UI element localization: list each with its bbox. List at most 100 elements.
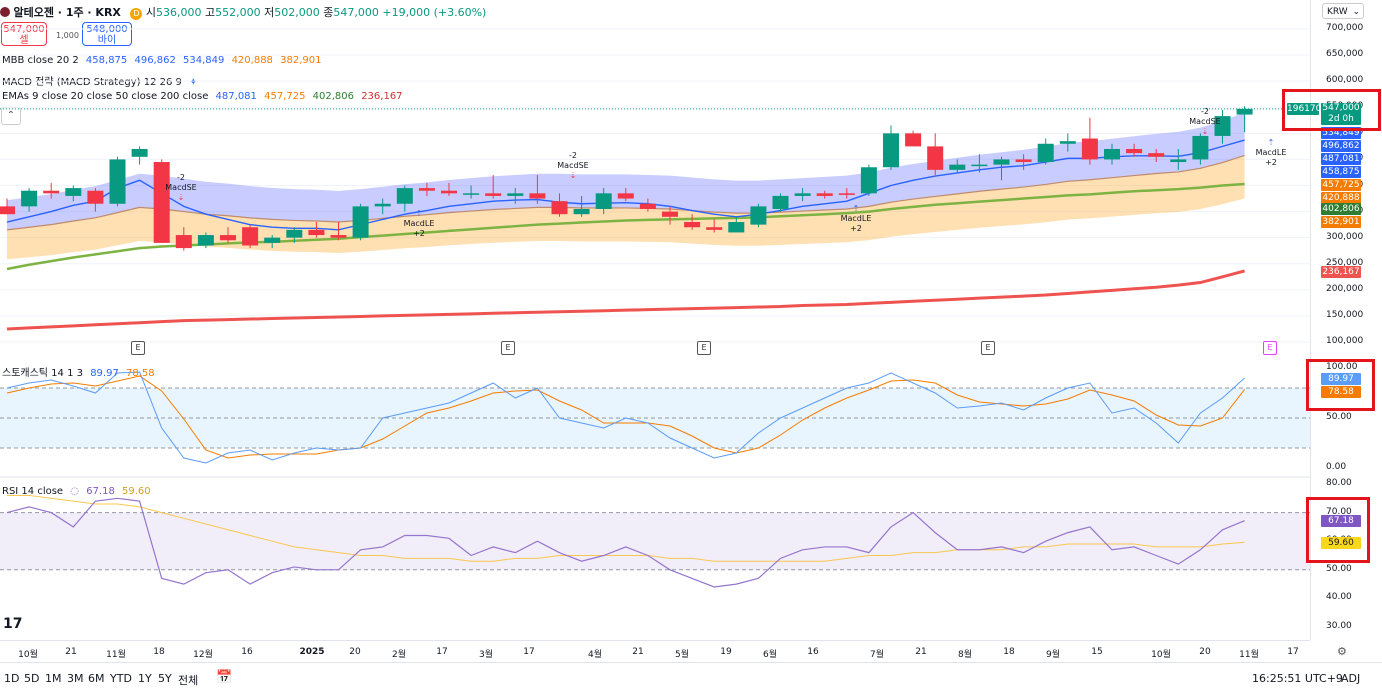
range-button[interactable]: 5Y xyxy=(158,672,172,685)
candle-body xyxy=(286,229,303,238)
bottom-toolbar: 1D 5D 1M 3M 6M YTD 1Y 5Y 전체 📅 16:25:51 UTC+9 ADJ xyxy=(0,662,1382,694)
arrow-down-icon: ⇣ xyxy=(1201,127,1209,136)
earnings-badge[interactable]: E xyxy=(697,341,711,355)
bb-v5: 382,901 xyxy=(280,55,322,66)
open-label: 시 xyxy=(145,6,157,19)
signal-label: MacdSE xyxy=(1189,117,1221,126)
rsi-chart[interactable] xyxy=(0,480,1310,640)
ema-v4: 236,167 xyxy=(361,91,403,102)
earnings-badge[interactable]: E xyxy=(981,341,995,355)
signal-num: -2 xyxy=(1201,107,1209,116)
rsi-pane[interactable]: RSI 14 close ◌ 67.18 59.60 xyxy=(0,480,1310,640)
earnings-badge[interactable]: E xyxy=(501,341,515,355)
macd-legend-label: MACD 전략 (MACD Strategy) 12 26 9 xyxy=(2,77,182,88)
stoch-d-badge: 78.58 xyxy=(1321,386,1361,398)
signal-num: -2 xyxy=(177,173,185,182)
time-tick: 20 xyxy=(1199,647,1211,657)
candle-body xyxy=(662,211,678,217)
time-tick: 8월 xyxy=(957,650,973,660)
ema-legend-label: EMAs 9 close 20 close 50 close 200 close xyxy=(2,91,209,102)
candle-body xyxy=(1015,159,1032,163)
high-value: 552,000 xyxy=(215,6,261,19)
candle-body xyxy=(949,164,966,170)
clock[interactable]: 16:25:51 UTC+9 xyxy=(1252,672,1343,685)
candle-body xyxy=(374,203,391,207)
symbol-title[interactable]: 알테오젠 · 1주 · KRX xyxy=(13,6,121,19)
candle-body xyxy=(595,193,612,209)
stoch-tick: 0.00 xyxy=(1326,462,1347,472)
candle-body xyxy=(197,235,214,246)
rsi-ma-badge: 59.60 xyxy=(1321,537,1361,549)
earnings-badge[interactable]: E xyxy=(131,341,145,355)
time-axis[interactable]: 10월 21 11월 18 12월 16 2025 20 2월 17 3월 17 4월 21 5월 19 6월 1… xyxy=(0,640,1310,663)
rsi-tick: 80.00 xyxy=(1326,478,1352,488)
bb-v4: 420,888 xyxy=(231,55,273,66)
last-price: 547,000 xyxy=(1322,103,1360,113)
time-tick: 21 xyxy=(65,647,77,657)
price-tick: 650,000 xyxy=(1326,49,1364,60)
signal-macdle-3: ⇡ MacdLE +2 xyxy=(1250,138,1292,168)
range-button[interactable]: 전체 xyxy=(178,674,199,687)
candle-body xyxy=(441,190,457,194)
axis-settings-icon[interactable]: ⚙ xyxy=(1337,645,1347,658)
candle-body xyxy=(330,235,347,238)
price-axis[interactable] xyxy=(1310,0,1382,640)
candle-body xyxy=(1126,148,1143,154)
range-button[interactable]: YTD xyxy=(110,672,132,685)
macd-settings-icon[interactable]: ✦ xyxy=(189,77,198,88)
low-value: 502,000 xyxy=(274,6,320,19)
price-tick: 700,000 xyxy=(1326,23,1364,33)
price-chart[interactable] xyxy=(0,0,1310,358)
candle-body xyxy=(396,188,413,204)
signal-macdse-2: -2 MacdSE ⇣ xyxy=(552,151,594,181)
candle-body xyxy=(1059,141,1076,144)
price-tick: 250,000 xyxy=(1326,257,1364,268)
candle-body xyxy=(1214,116,1231,136)
range-button[interactable]: 6M xyxy=(88,672,105,685)
arrow-down-icon: ⇣ xyxy=(177,193,185,202)
ema-legend[interactable]: EMAs 9 close 20 close 50 close 200 close… xyxy=(2,91,407,102)
stochastic-chart[interactable] xyxy=(0,360,1310,478)
currency-select[interactable]: KRW ⌄ xyxy=(1322,3,1364,19)
candle-body xyxy=(109,159,126,204)
arrow-up-icon: ⇡ xyxy=(852,204,860,213)
candle-body xyxy=(529,193,546,199)
candle-body xyxy=(1037,143,1054,163)
adj-toggle[interactable]: ADJ xyxy=(1341,672,1361,685)
candle-body xyxy=(418,188,435,191)
stochastic-pane[interactable]: 스토캐스틱 14 1 3 89.97 78.58 xyxy=(0,360,1310,478)
bb-legend[interactable]: MBB close 20 2 458,875 496,862 534,849 4… xyxy=(2,55,325,66)
date-range-icon[interactable]: 📅 xyxy=(216,670,233,685)
range-button[interactable]: 1M xyxy=(45,672,62,685)
currency-value: KRW xyxy=(1327,7,1348,17)
earnings-badge-upcoming[interactable]: E xyxy=(1263,341,1277,355)
stoch-legend[interactable]: 스토캐스틱 14 1 3 89.97 78.58 xyxy=(2,364,159,379)
signal-macdse-3: -2 MacdSE ⇣ xyxy=(1184,107,1226,137)
candle-body xyxy=(43,190,60,194)
rsi-settings-icon[interactable]: ◌ xyxy=(70,486,80,497)
range-button[interactable]: 3M xyxy=(67,672,84,685)
macd-legend[interactable]: MACD 전략 (MACD Strategy) 12 26 9 ✦ xyxy=(2,73,201,88)
close-label: 종 xyxy=(323,6,334,19)
price-pane[interactable] xyxy=(0,0,1310,358)
candle-body xyxy=(175,235,192,249)
time-tick: 7월 xyxy=(869,650,885,660)
signal-label: MacdLE xyxy=(840,214,872,223)
price-tick: 100,000 xyxy=(1326,336,1364,346)
candle-body xyxy=(816,193,833,196)
rsi-legend[interactable]: RSI 14 close ◌ 67.18 59.60 xyxy=(2,486,155,497)
symbol-header: 알테오젠 · 1주 · KRX D 시536,000 고552,000 저502… xyxy=(0,4,486,20)
bb-mid-badge: 496,862 xyxy=(1321,140,1361,152)
tradingview-logo[interactable]: 17 xyxy=(3,616,23,632)
candle-body xyxy=(65,188,82,196)
signal-num: -2 xyxy=(569,151,577,160)
range-button[interactable]: 1D xyxy=(4,672,20,685)
stoch-k-badge: 89.97 xyxy=(1321,373,1361,385)
range-button[interactable]: 1Y xyxy=(138,672,152,685)
candle-body xyxy=(153,162,170,243)
time-tick: 17 xyxy=(523,647,535,657)
range-button[interactable]: 5D xyxy=(24,672,40,685)
ema-v1: 487,081 xyxy=(215,91,257,102)
stoch-tick: 50.00 xyxy=(1326,412,1352,422)
signal-num: +2 xyxy=(413,229,425,238)
